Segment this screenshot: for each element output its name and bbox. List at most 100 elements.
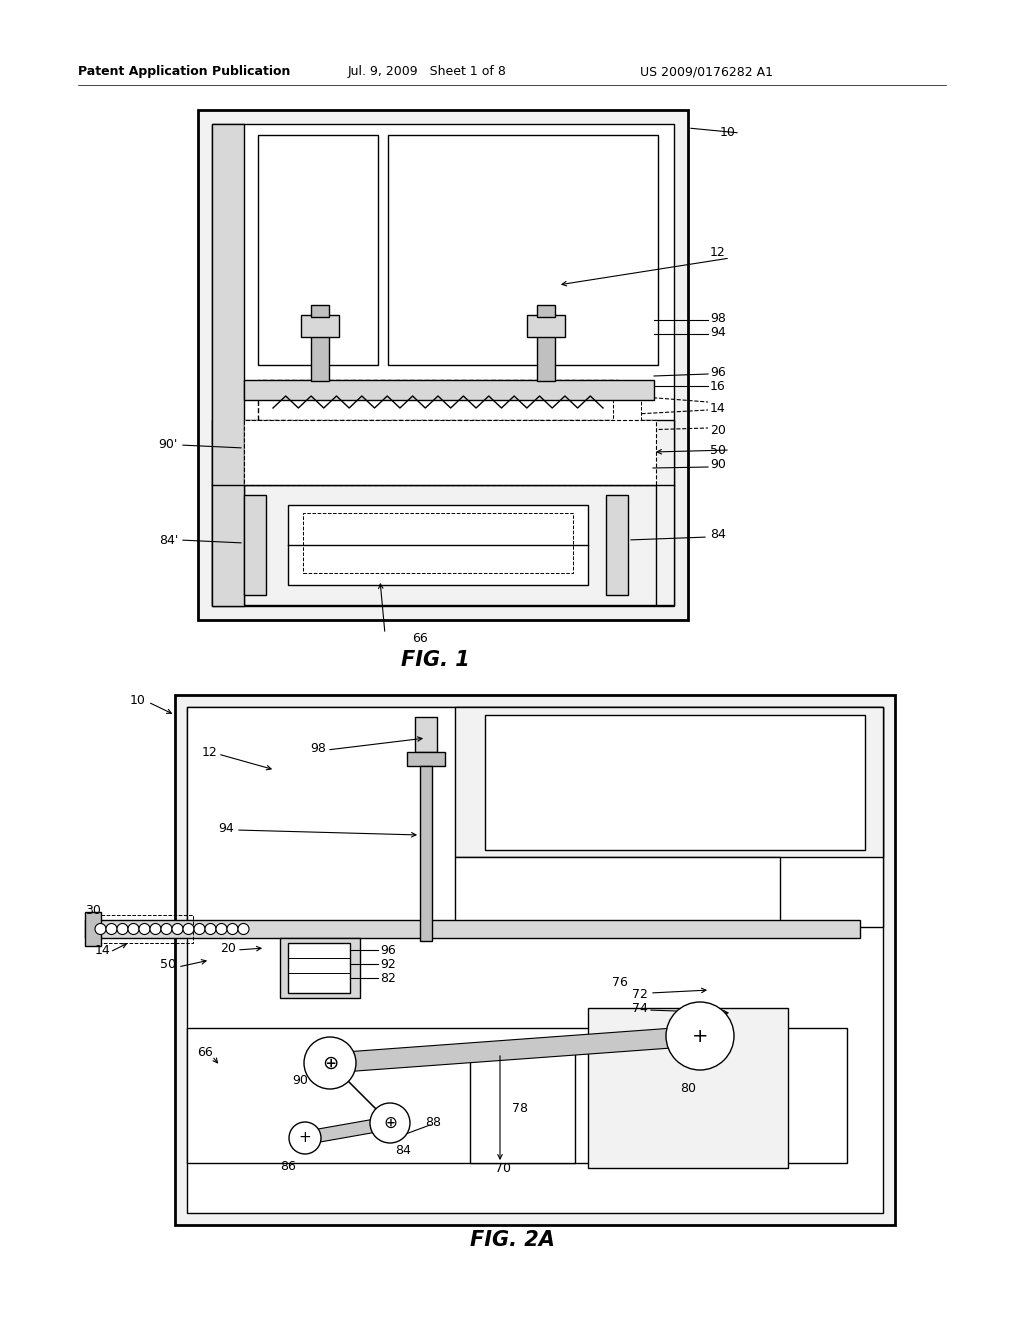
Text: 98: 98: [710, 312, 726, 325]
Bar: [198, 110, 688, 620]
Text: 90: 90: [292, 1074, 308, 1088]
Circle shape: [161, 924, 172, 935]
Bar: [301, 315, 339, 337]
Circle shape: [216, 924, 227, 935]
Text: +: +: [299, 1130, 311, 1146]
Text: 10: 10: [130, 693, 145, 706]
Text: 96: 96: [380, 944, 395, 957]
Text: 12: 12: [202, 746, 218, 759]
Bar: [85, 912, 101, 946]
Circle shape: [370, 1104, 410, 1143]
Text: 70: 70: [495, 1162, 511, 1175]
Circle shape: [117, 924, 128, 935]
Bar: [244, 420, 656, 484]
Circle shape: [238, 924, 249, 935]
Text: 10: 10: [720, 127, 736, 140]
Text: 88: 88: [425, 1117, 441, 1130]
Bar: [606, 495, 628, 595]
Bar: [258, 135, 378, 366]
Bar: [311, 335, 329, 381]
Bar: [212, 124, 244, 606]
Text: 98: 98: [310, 742, 326, 755]
Circle shape: [106, 924, 117, 935]
Circle shape: [150, 924, 161, 935]
Circle shape: [227, 924, 238, 935]
Bar: [244, 484, 656, 605]
Bar: [420, 766, 432, 941]
Text: Patent Application Publication: Patent Application Publication: [78, 66, 291, 78]
Text: 92: 92: [380, 957, 395, 970]
Text: FIG. 2A: FIG. 2A: [470, 1230, 554, 1250]
Text: FIG. 1: FIG. 1: [400, 649, 469, 671]
Bar: [93, 915, 193, 942]
Bar: [244, 495, 266, 595]
Text: 30: 30: [85, 903, 101, 916]
Bar: [455, 857, 780, 927]
Text: 94: 94: [218, 821, 233, 834]
Bar: [415, 717, 437, 752]
Circle shape: [183, 924, 194, 935]
Text: 82: 82: [380, 972, 396, 985]
Polygon shape: [330, 1026, 700, 1073]
Bar: [470, 1053, 575, 1163]
Bar: [187, 708, 883, 1213]
Text: 78: 78: [512, 1101, 528, 1114]
Text: 20: 20: [710, 424, 726, 437]
Text: 66: 66: [197, 1047, 213, 1060]
Text: ⊕: ⊕: [383, 1114, 397, 1133]
Text: 20: 20: [220, 941, 236, 954]
Circle shape: [139, 924, 150, 935]
Text: 84': 84': [159, 533, 178, 546]
Bar: [175, 696, 895, 1225]
Text: 96: 96: [710, 366, 726, 379]
Bar: [537, 335, 555, 381]
Circle shape: [289, 1122, 321, 1154]
Text: 94: 94: [710, 326, 726, 338]
Polygon shape: [325, 1059, 395, 1129]
Bar: [212, 420, 674, 605]
Text: 90': 90': [159, 438, 178, 451]
Bar: [407, 752, 445, 766]
Bar: [187, 1028, 847, 1163]
Bar: [212, 124, 674, 606]
Circle shape: [194, 924, 205, 935]
Circle shape: [95, 924, 106, 935]
Bar: [187, 708, 883, 927]
Text: 66: 66: [412, 631, 428, 644]
Text: 74: 74: [632, 1002, 648, 1015]
Text: 16: 16: [710, 380, 726, 392]
Polygon shape: [304, 1117, 391, 1144]
Circle shape: [666, 1002, 734, 1071]
Text: 84: 84: [710, 528, 726, 541]
Text: 72: 72: [632, 989, 648, 1002]
Bar: [485, 715, 865, 850]
Circle shape: [304, 1038, 356, 1089]
Bar: [288, 942, 350, 993]
Bar: [613, 380, 641, 480]
Bar: [303, 513, 573, 573]
Circle shape: [205, 924, 216, 935]
Circle shape: [172, 924, 183, 935]
Text: Jul. 9, 2009   Sheet 1 of 8: Jul. 9, 2009 Sheet 1 of 8: [348, 66, 507, 78]
Bar: [588, 1008, 788, 1168]
Text: 76: 76: [612, 977, 628, 990]
Bar: [280, 939, 360, 998]
Text: 90: 90: [710, 458, 726, 471]
Text: +: +: [692, 1027, 709, 1045]
Text: 86: 86: [280, 1159, 296, 1172]
Bar: [455, 708, 883, 857]
Bar: [537, 305, 555, 317]
Bar: [85, 920, 860, 939]
Bar: [311, 305, 329, 317]
Text: 14: 14: [710, 401, 726, 414]
Circle shape: [128, 924, 139, 935]
Text: 50: 50: [160, 958, 176, 972]
Text: 12: 12: [710, 247, 726, 260]
Text: 14: 14: [95, 944, 111, 957]
Text: ⊕: ⊕: [322, 1053, 338, 1072]
Bar: [527, 315, 565, 337]
Text: 84: 84: [395, 1144, 411, 1158]
Bar: [388, 135, 658, 366]
Text: 50: 50: [710, 444, 726, 457]
Text: US 2009/0176282 A1: US 2009/0176282 A1: [640, 66, 773, 78]
